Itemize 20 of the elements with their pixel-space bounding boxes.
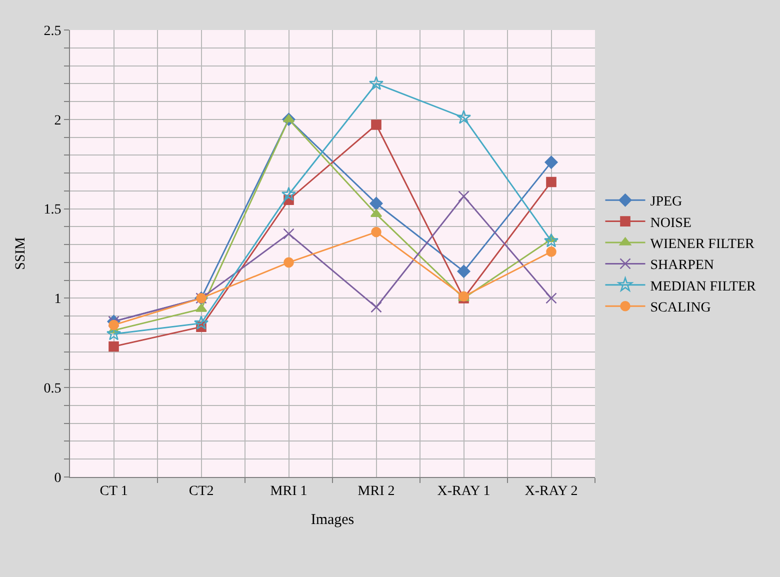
legend-label: MEDIAN FILTER	[650, 279, 757, 294]
legend-label: WIENER FILTER	[650, 236, 755, 252]
x-tick-label: MRI 1	[270, 484, 308, 499]
y-axis-title: SSIM	[13, 236, 28, 270]
y-tick-label: 1.5	[44, 202, 62, 218]
x-tick-label: CT2	[188, 484, 214, 499]
y-tick-label: 0.5	[44, 382, 62, 396]
x-tick-label: X-RAY 2	[524, 484, 578, 499]
x-tick-label: CT 1	[100, 484, 128, 499]
x-tick-label: MRI 2	[358, 484, 395, 499]
y-tick-label: 2	[54, 113, 62, 128]
legend-label: JPEG	[650, 194, 682, 210]
legend-label: NOISE	[650, 216, 692, 231]
y-tick-label: 1	[54, 292, 62, 308]
x-tick-label: X-RAY 1	[437, 484, 490, 499]
x-axis-title: Images	[310, 512, 354, 528]
legend-label: SCALING	[650, 300, 711, 316]
y-tick-label: 0	[54, 470, 62, 486]
legend-label: SHARPEN	[650, 258, 714, 274]
y-tick-label: 2.5	[44, 24, 62, 39]
